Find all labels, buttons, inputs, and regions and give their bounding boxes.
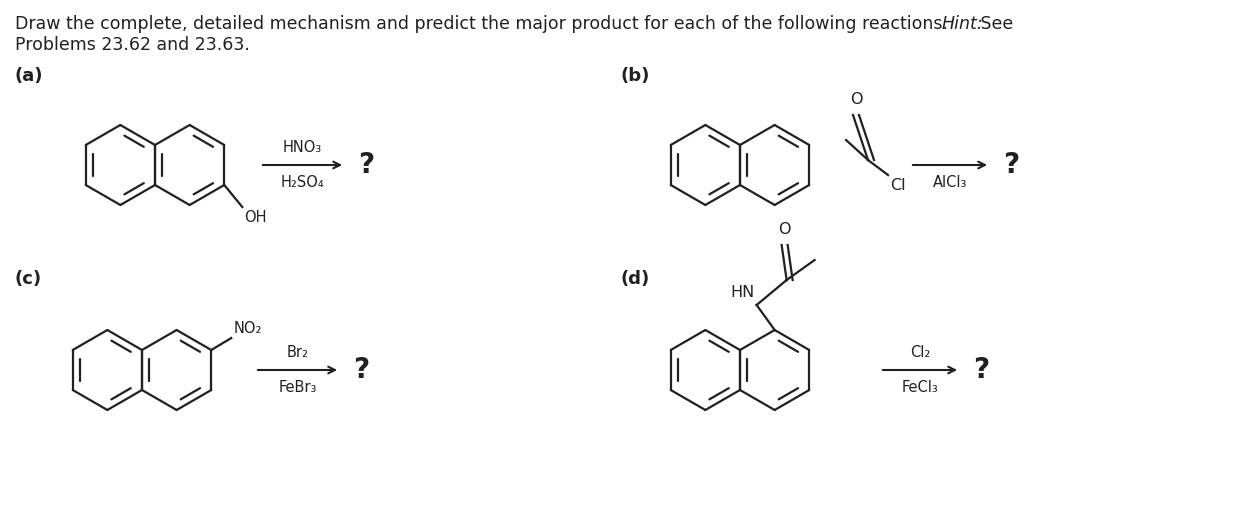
- Text: Hint:: Hint:: [942, 15, 984, 33]
- Text: Problems 23.62 and 23.63.: Problems 23.62 and 23.63.: [15, 36, 250, 54]
- Text: ?: ?: [353, 356, 369, 384]
- Text: Draw the complete, detailed mechanism and predict the major product for each of : Draw the complete, detailed mechanism an…: [15, 15, 954, 33]
- Text: (c): (c): [15, 270, 42, 288]
- Text: FeCl₃: FeCl₃: [902, 380, 938, 395]
- Text: NO₂: NO₂: [233, 321, 261, 336]
- Text: ?: ?: [358, 151, 374, 179]
- Text: HNO₃: HNO₃: [282, 140, 322, 155]
- Text: (a): (a): [15, 67, 43, 85]
- Text: OH: OH: [244, 210, 266, 225]
- Text: O: O: [778, 222, 790, 237]
- Text: ?: ?: [1004, 151, 1020, 179]
- Text: O: O: [850, 92, 862, 107]
- Text: H₂SO₄: H₂SO₄: [281, 175, 325, 190]
- Text: ?: ?: [973, 356, 989, 384]
- Text: Br₂: Br₂: [286, 345, 309, 360]
- Text: HN: HN: [731, 285, 755, 300]
- Text: (d): (d): [620, 270, 649, 288]
- Text: See: See: [975, 15, 1014, 33]
- Text: Cl₂: Cl₂: [909, 345, 930, 360]
- Text: AlCl₃: AlCl₃: [933, 175, 968, 190]
- Text: Cl: Cl: [890, 178, 906, 193]
- Text: (b): (b): [620, 67, 649, 85]
- Text: FeBr₃: FeBr₃: [279, 380, 317, 395]
